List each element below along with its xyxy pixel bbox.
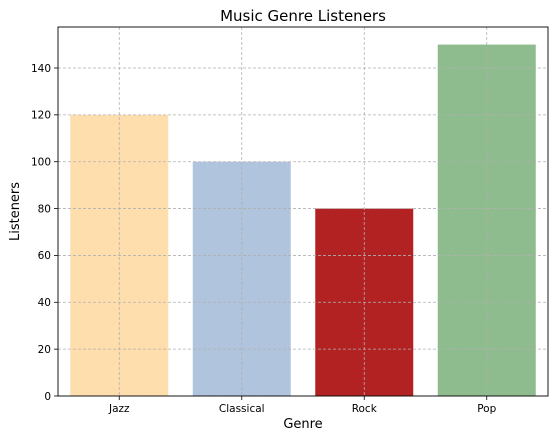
y-tick-label: 60	[38, 250, 51, 262]
y-tick-label: 40	[38, 297, 51, 309]
y-axis-label: Listeners	[8, 182, 23, 241]
bars-layer	[70, 44, 536, 396]
y-tick-label: 20	[38, 344, 51, 356]
x-tick-label: Jazz	[108, 403, 130, 415]
x-tick-label: Classical	[219, 403, 265, 415]
y-tick-label: 120	[31, 110, 51, 122]
chart-title: Music Genre Listeners	[220, 7, 386, 25]
plot-frame	[57, 26, 549, 397]
x-tick-label: Pop	[477, 403, 496, 415]
x-tick-label: Rock	[352, 403, 378, 415]
y-tick-label: 100	[31, 157, 51, 169]
y-axis: 0 20 40 60 80 100 120 140	[31, 63, 58, 403]
y-tick-label: 80	[38, 203, 51, 215]
y-tick-label: 0	[44, 391, 51, 403]
x-axis-label: Genre	[283, 417, 322, 432]
y-tick-label: 140	[31, 63, 51, 75]
x-axis: Jazz Classical Rock Pop	[108, 396, 497, 415]
